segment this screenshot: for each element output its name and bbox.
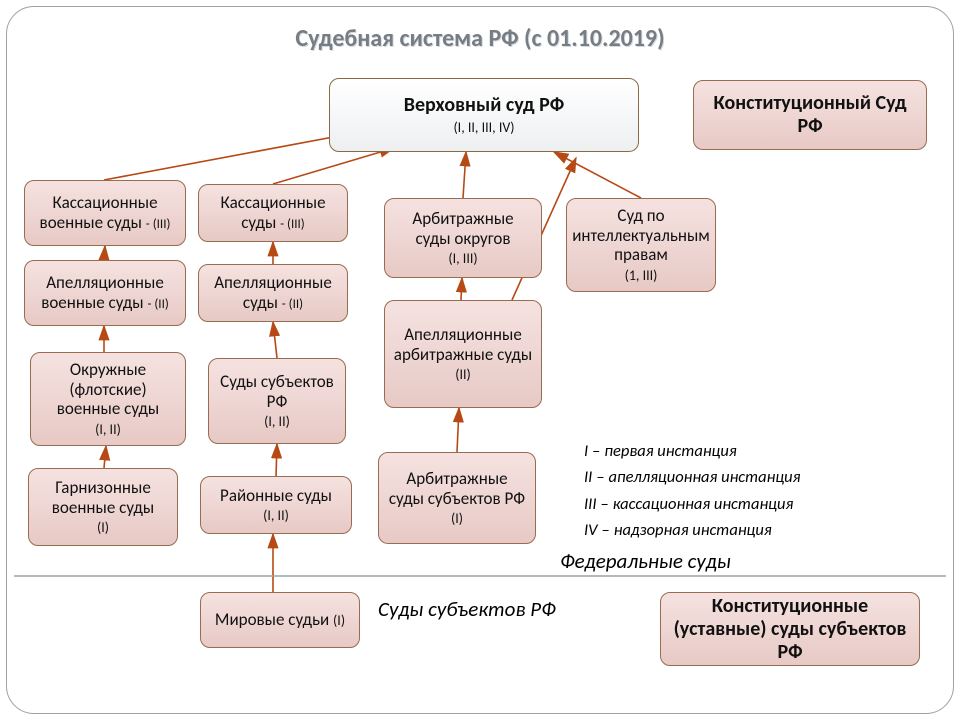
node-label: Окружные (флотские) военные суды: [39, 360, 177, 419]
node-sublabel: (II): [455, 366, 471, 383]
node-gen_cass: Кассационные суды - (III): [198, 184, 348, 242]
node-label: Верховный суд РФ: [404, 94, 564, 117]
node-mil_cass: Кассационные военные суды - (III): [24, 180, 186, 246]
node-district: Районные суды(I, II): [200, 476, 352, 534]
node-label: Гарнизонные военные суды: [37, 478, 169, 517]
node-supreme: Верховный суд РФ (I, II, III, IV): [329, 78, 639, 152]
node-arb_circ: Арбитражные суды округов (I, III): [384, 198, 542, 278]
label-federal-courts: Федеральные суды: [560, 548, 731, 574]
node-sublabel: (1, III): [625, 267, 658, 284]
node-label: Районные суды: [220, 486, 332, 506]
node-label: Суд по интеллектуальным правам: [572, 206, 710, 265]
node-label: Конституционные (уставные) суды субъекто…: [669, 595, 911, 664]
node-label: Апелляционные военные суды - (II): [33, 273, 177, 312]
node-label: Арбитражные суды округов: [393, 209, 533, 248]
node-magistr: Мировые судьи (I): [200, 592, 360, 648]
legend-item: IV–надзорная инстанция: [584, 517, 801, 543]
node-label: Арбитражные суды субъектов РФ: [387, 469, 527, 508]
node-label: Суды субъектов РФ: [217, 372, 337, 411]
node-ip: Суд по интеллектуальным правам (1, III): [566, 198, 716, 292]
diagram-title: Судебная система РФ (с 01.10.2019): [0, 24, 960, 53]
node-sublabel: (I): [451, 510, 463, 527]
node-sublabel: (I, II, III, IV): [453, 119, 514, 136]
node-const: Конституционный Суд РФ: [693, 80, 927, 150]
label-subject-courts: Суды субъектов РФ: [378, 596, 556, 622]
node-label: Мировые судьи (I): [215, 610, 345, 630]
node-sublabel: (I, II): [264, 413, 290, 430]
node-label: Апелляционные суды - (II): [207, 273, 339, 312]
node-const_subj: Конституционные (уставные) суды субъекто…: [660, 592, 920, 666]
legend: I–первая инстанцияII–апелляционная инста…: [584, 438, 801, 544]
node-sublabel: (I, II): [263, 507, 289, 524]
node-mil_garr: Гарнизонные военные суды (I): [28, 468, 178, 546]
node-arb_app: Апелляционные арбитражные суды (II): [384, 300, 542, 408]
legend-item: III–кассационная инстанция: [584, 491, 801, 517]
node-sublabel: (I, II): [95, 421, 121, 438]
legend-item: I–первая инстанция: [584, 438, 801, 464]
node-label: Кассационные военные суды - (III): [33, 193, 177, 232]
node-arb_subj: Арбитражные суды субъектов РФ (I): [378, 452, 536, 544]
node-label: Апелляционные арбитражные суды: [393, 325, 533, 364]
node-label: Конституционный Суд РФ: [702, 92, 918, 138]
legend-item: II–апелляционная инстанция: [584, 464, 801, 490]
node-sublabel: (I): [97, 519, 109, 536]
diagram-canvas: Судебная система РФ (с 01.10.2019) Верхо…: [0, 0, 960, 720]
node-mil_dist: Окружные (флотские) военные суды (I, II): [30, 352, 186, 446]
node-sublabel: (I, III): [448, 250, 477, 267]
node-gen_app: Апелляционные суды - (II): [198, 264, 348, 322]
node-mil_app: Апелляционные военные суды - (II): [24, 260, 186, 326]
node-label: Кассационные суды - (III): [207, 193, 339, 232]
node-subj: Суды субъектов РФ (I, II): [208, 358, 346, 444]
